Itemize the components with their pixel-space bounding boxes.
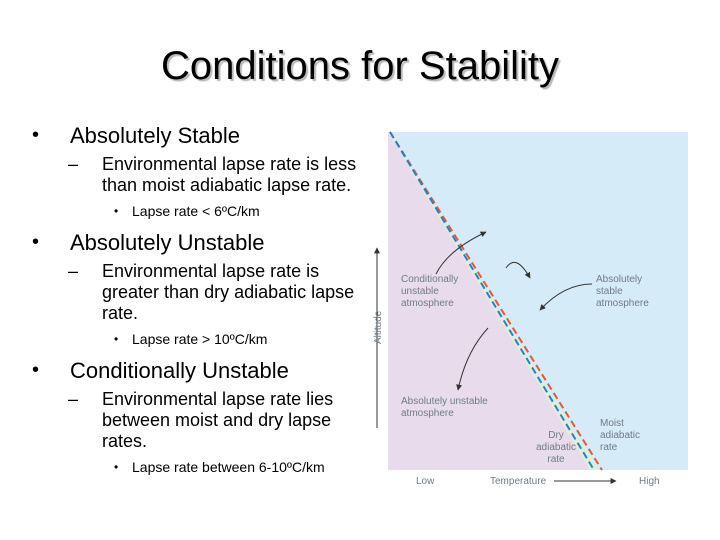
dash-icon: – xyxy=(68,261,79,281)
bullet-icon: • xyxy=(32,231,40,253)
moist-label-line3: rate xyxy=(600,442,618,453)
stable-label-line2: stable xyxy=(596,286,623,297)
bullet-label: Absolutely Stable xyxy=(70,123,240,148)
detail-bullet-text: Lapse rate > 10ºC/km xyxy=(132,331,268,347)
dash-icon: – xyxy=(68,154,79,174)
dry-label-line2: adiabatic xyxy=(536,442,576,453)
bullet-absolutely-stable: • Absolutely Stable xyxy=(30,122,370,149)
dry-label-line1: Dry xyxy=(548,430,564,441)
temperature-low-label: Low xyxy=(416,476,435,487)
arrow-from-stable-label xyxy=(539,283,593,311)
stable-label-line3: atmosphere xyxy=(596,298,649,309)
bullet-icon: • xyxy=(114,460,119,474)
unstable-label-line2: atmosphere xyxy=(401,408,454,419)
sub-bullet: – Environmental lapse rate is less than … xyxy=(30,154,370,196)
conditional-label-line3: atmosphere xyxy=(401,298,454,309)
dry-adiabatic-line xyxy=(389,131,603,471)
unstable-region xyxy=(388,132,590,470)
bullet-icon: • xyxy=(32,359,40,381)
arrow-to-conditional xyxy=(435,231,487,275)
conditional-label-line1: Conditionally xyxy=(401,274,458,285)
temperature-high-label: High xyxy=(639,476,660,487)
sub-bullet-text: Environmental lapse rate lies between mo… xyxy=(102,389,334,451)
bullet-absolutely-unstable: • Absolutely Unstable xyxy=(30,229,370,256)
arrow-to-stable xyxy=(505,261,531,279)
dry-label-line3: rate xyxy=(547,454,565,465)
sub-bullet: – Environmental lapse rate lies between … xyxy=(30,389,370,452)
detail-bullet-text: Lapse rate < 6ºC/km xyxy=(132,203,260,219)
altitude-axis-label: Altitude xyxy=(373,310,384,344)
temperature-axis-label: Temperature xyxy=(490,476,547,487)
detail-bullet-text: Lapse rate between 6-10ºC/km xyxy=(132,459,325,475)
stability-diagram: Altitude Conditionally unstable atmosphe… xyxy=(373,131,688,487)
detail-bullet: • Lapse rate < 6ºC/km xyxy=(30,202,370,221)
moist-label-line2: adiabatic xyxy=(600,430,640,441)
bullet-label: Conditionally Unstable xyxy=(70,358,289,383)
arrow-to-unstable xyxy=(456,327,489,391)
unstable-label-line1: Absolutely unstable xyxy=(401,396,488,407)
stable-label-line1: Absolutely xyxy=(596,274,642,285)
sub-bullet-text: Environmental lapse rate is greater than… xyxy=(102,261,355,323)
detail-bullet: • Lapse rate > 10ºC/km xyxy=(30,330,370,349)
bullet-conditionally-unstable: • Conditionally Unstable xyxy=(30,357,370,384)
bullet-icon: • xyxy=(114,204,119,218)
bullet-label: Absolutely Unstable xyxy=(70,230,265,255)
slide-title: Conditions for Stability xyxy=(161,44,559,88)
dash-icon: – xyxy=(68,389,79,409)
conditional-label-line2: unstable xyxy=(401,286,439,297)
bullet-list: • Absolutely Stable – Environmental laps… xyxy=(30,122,370,477)
sub-bullet: – Environmental lapse rate is greater th… xyxy=(30,261,370,324)
detail-bullet: • Lapse rate between 6-10ºC/km xyxy=(30,458,370,477)
sub-bullet-text: Environmental lapse rate is less than mo… xyxy=(102,154,357,195)
moist-label-line1: Moist xyxy=(600,418,624,429)
bullet-icon: • xyxy=(114,332,119,346)
bullet-icon: • xyxy=(32,124,40,146)
